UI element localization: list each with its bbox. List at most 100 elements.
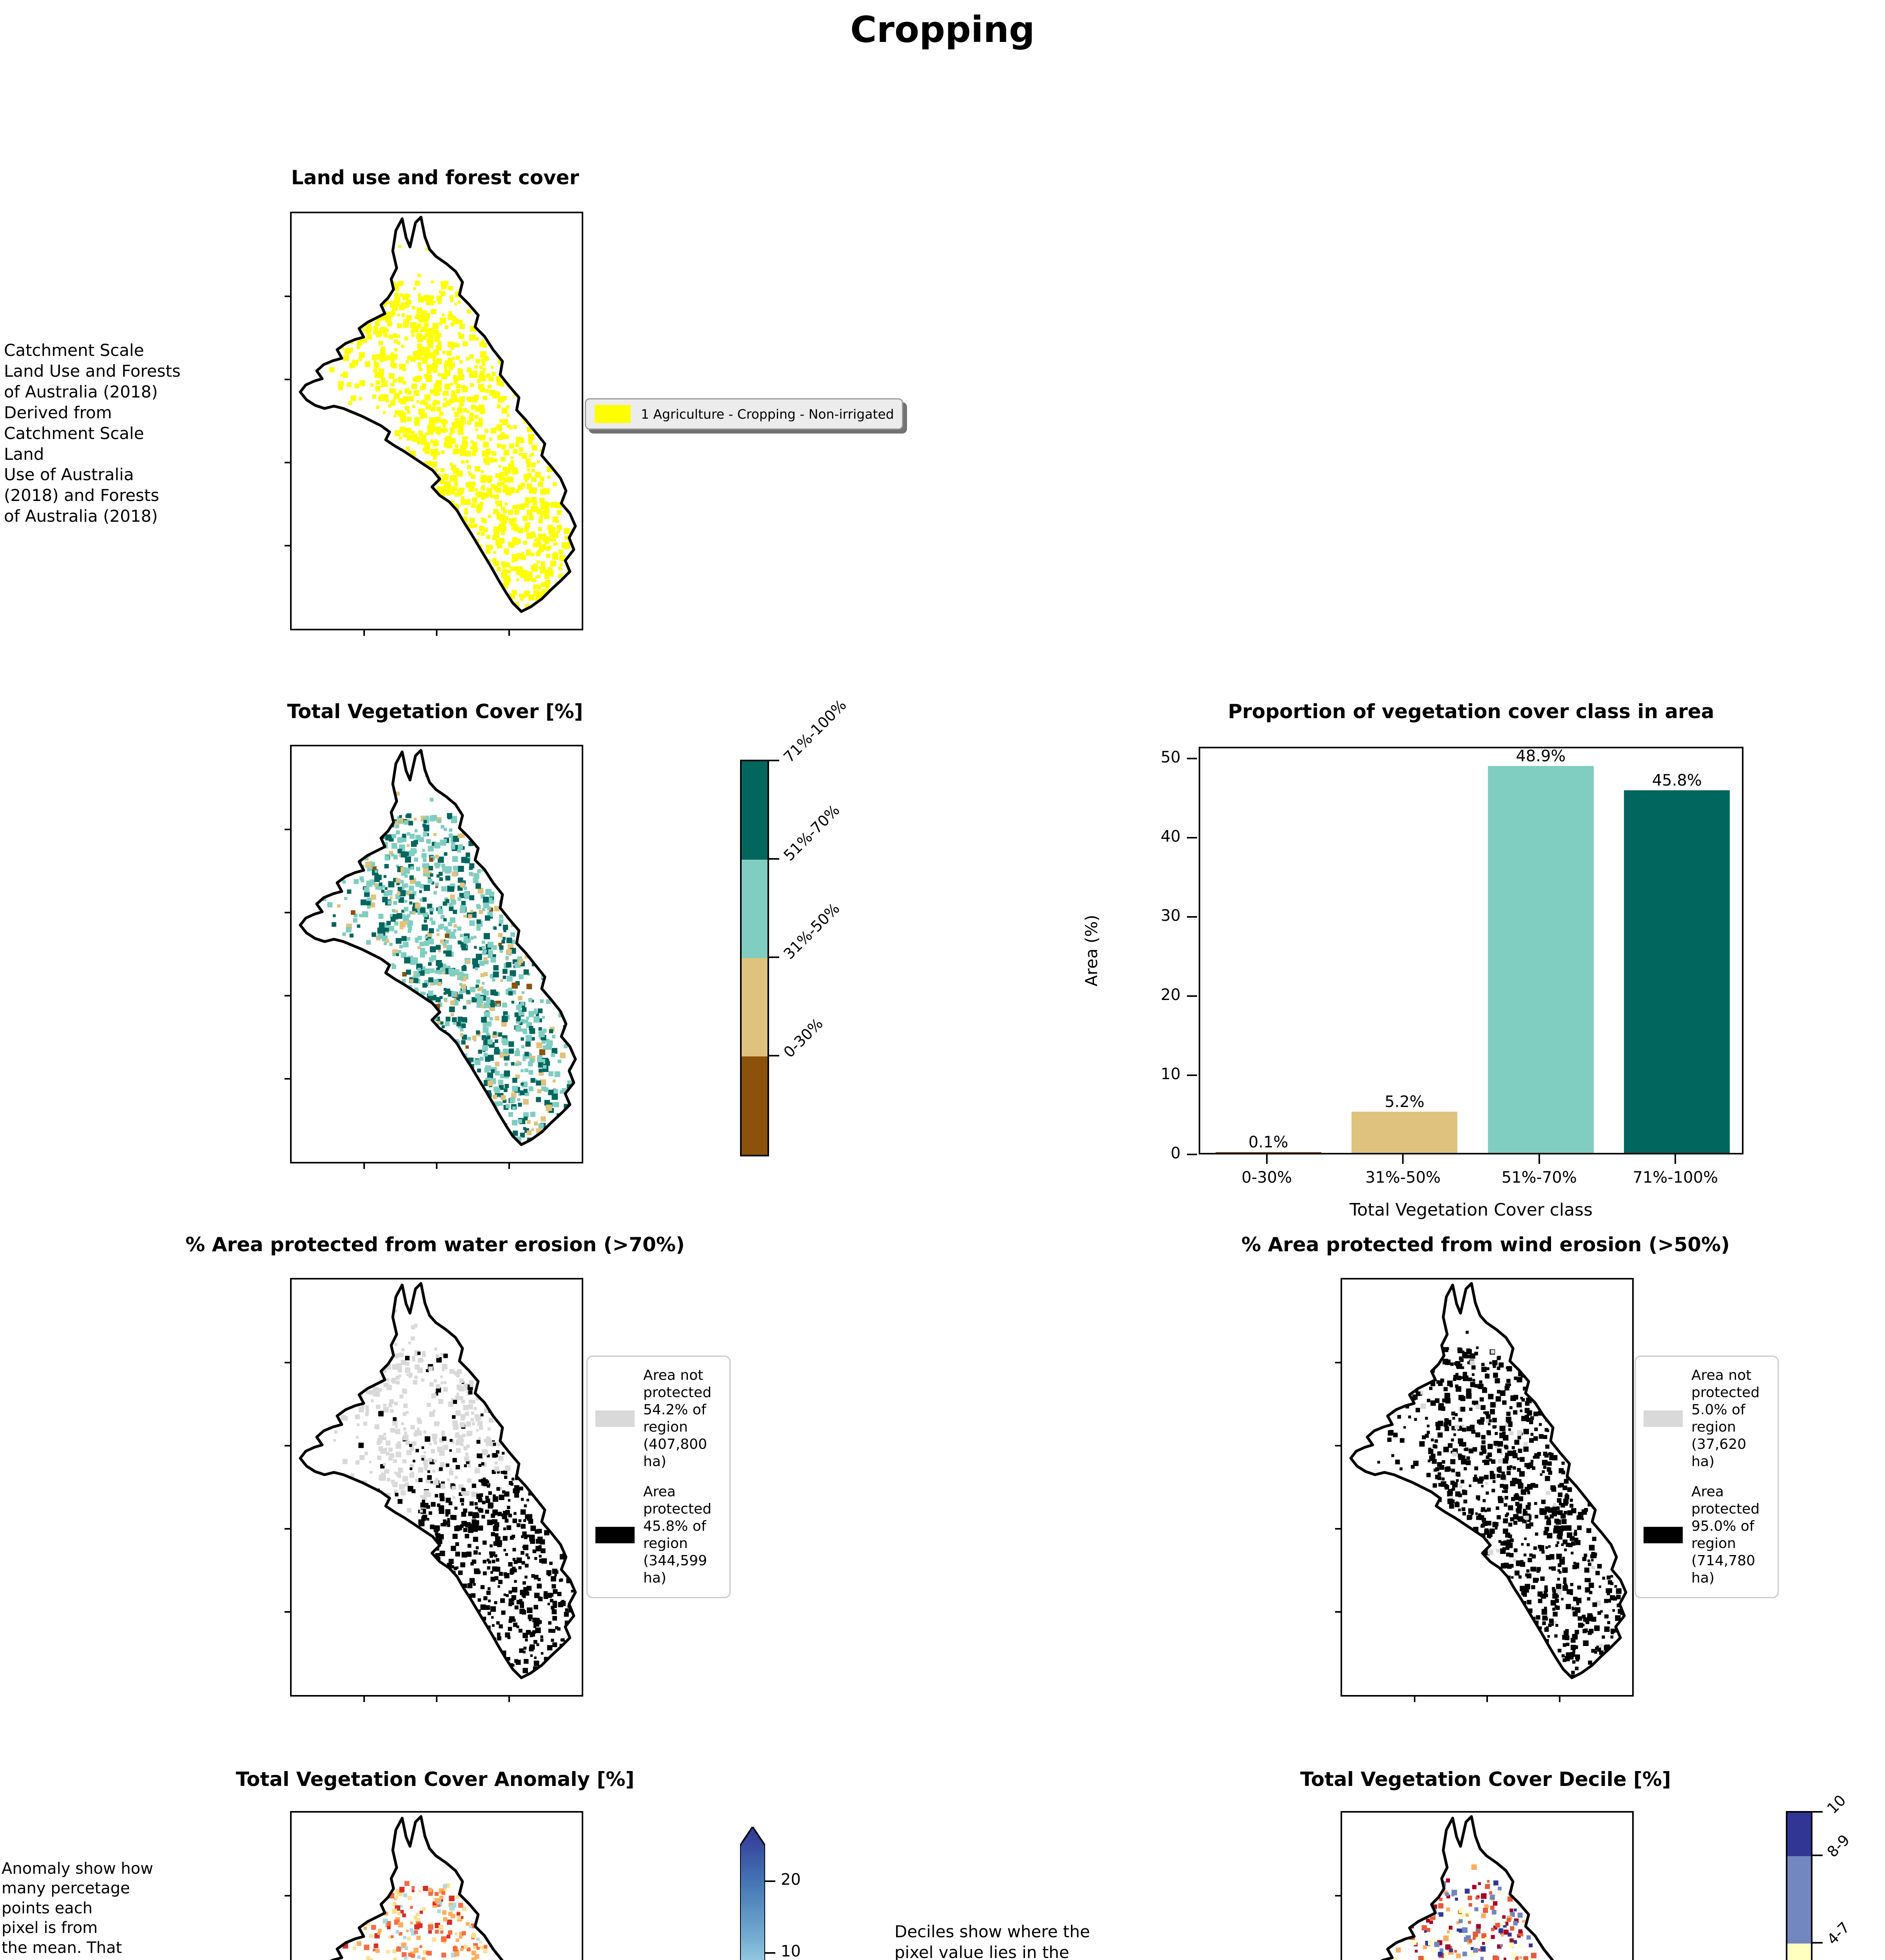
anomaly-note: Anomaly show how many percetage points e… [2, 1860, 153, 1960]
colorbar-tick-label: 31%-50% [780, 900, 843, 963]
legend-swatch [1644, 1527, 1683, 1544]
catchment-outline [300, 217, 575, 612]
colorbar-tick-label: 0-30% [780, 1014, 827, 1061]
y-tick [1187, 995, 1197, 997]
y-axis-label: Area (%) [1082, 915, 1101, 987]
colorbar-segment [742, 761, 767, 860]
legend-swatch [595, 1410, 635, 1427]
landuse-note: Catchment Scale Land Use and Forests of … [4, 341, 181, 526]
colorbar-tick [769, 858, 779, 860]
wind-erosion-map [1335, 1278, 1634, 1702]
bar-value-label: 0.1% [1248, 1133, 1288, 1151]
y-tick [1187, 758, 1197, 760]
y-tick [1187, 1074, 1197, 1076]
map-pixels [302, 1298, 575, 1678]
colorbar-tick-label: 71%-100% [780, 696, 850, 766]
x-tick [1402, 1154, 1404, 1164]
colorbar-segment [742, 1056, 767, 1155]
wind-erosion-legend: Area not protected 5.0% of region (37,62… [1635, 1356, 1779, 1598]
legend-label: Area protected 95.0% of region (714,780 … [1691, 1484, 1760, 1586]
vegcover-map [285, 745, 583, 1169]
legend-entry: Area protected 45.8% of region (344,599 … [595, 1483, 722, 1586]
x-tick-label: 31%-50% [1365, 1169, 1441, 1187]
colorbar-tick-label: 10 [781, 1942, 801, 1960]
anomaly-map [285, 1811, 583, 1960]
map-axis-ticks [285, 1895, 292, 1896]
colorbar-tick-label: 10 [1823, 1791, 1849, 1817]
colorbar-tick [765, 1880, 775, 1882]
legend-entry: Area not protected 54.2% of region (407,… [595, 1367, 722, 1470]
vegcover-map-canvas [285, 746, 582, 1169]
map-axis-ticks [1335, 1895, 1342, 1896]
colorbar [1786, 1811, 1812, 1960]
legend-entry: Area protected 95.0% of region (714,780 … [1644, 1483, 1770, 1586]
map-pixels [309, 759, 575, 1145]
page-title: Cropping [850, 9, 1035, 51]
y-tick [1187, 916, 1197, 918]
landuse-map [285, 212, 583, 636]
legend-swatch [1644, 1410, 1683, 1427]
colorbar-segment [742, 860, 767, 958]
colorbar-tick [1812, 1811, 1823, 1813]
colorbar-segment [1787, 1813, 1811, 1857]
decile-title: Total Vegetation Cover Decile [%] [1300, 1768, 1671, 1791]
decile-map [1335, 1811, 1634, 1960]
bar-value-label: 5.2% [1384, 1093, 1425, 1111]
decile-map-canvas [1335, 1813, 1632, 1960]
colorbar-tick [1812, 1855, 1823, 1857]
decile-note: Deciles show where the pixel value lies … [894, 1922, 1090, 1960]
colorbar-tick-label: 8-9 [1823, 1831, 1853, 1861]
y-tick [1187, 1154, 1197, 1155]
map-pixels [1351, 1284, 1626, 1678]
wind-erosion-title: % Area protected from wind erosion (>50%… [1241, 1233, 1730, 1256]
x-tick-label: 51%-70% [1501, 1169, 1577, 1187]
wind-erosion-map-canvas [1335, 1279, 1632, 1702]
x-tick [1266, 1154, 1268, 1164]
legend-label: Area not protected 5.0% of region (37,62… [1691, 1367, 1760, 1470]
vegcover-colorbar: 71%-100% 51%-70% 31%-50% 0-30% [740, 696, 873, 1156]
bar-value-label: 45.8% [1652, 771, 1702, 790]
y-tick [1187, 837, 1197, 839]
colorbar [740, 760, 769, 1156]
legend-label: Area not protected 54.2% of region (407,… [643, 1367, 712, 1470]
bar-0-30% [1215, 1152, 1321, 1153]
colorbar-tick-label: 51%-70% [780, 801, 843, 864]
legend-swatch [595, 1527, 635, 1544]
colorbar-tick [1812, 1942, 1823, 1944]
map-axis-ticks [285, 296, 510, 636]
water-erosion-title: % Area protected from water erosion (>70… [185, 1233, 685, 1256]
colorbar-tick [769, 760, 779, 761]
colorbar-tick [769, 956, 779, 958]
legend-label: 1 Agriculture - Cropping - Non-irrigated [641, 406, 894, 422]
legend-swatch [595, 405, 631, 423]
map-axis-ticks [1335, 1362, 1560, 1702]
anomaly-colorbar-gradient [740, 1827, 765, 1960]
y-tick-label: 20 [1161, 986, 1181, 1004]
colorbar-tick-label: 4-7 [1823, 1918, 1853, 1948]
legend-entry: Area not protected 5.0% of region (37,62… [1644, 1367, 1770, 1470]
x-tick-label: 71%-100% [1633, 1169, 1718, 1187]
water-erosion-map-canvas [285, 1279, 582, 1702]
bar-31%-50% [1352, 1112, 1458, 1153]
map-axis-ticks [285, 829, 510, 1169]
colorbar-segment [1787, 1856, 1811, 1944]
water-erosion-map [285, 1278, 583, 1702]
anomaly-title: Total Vegetation Cover Anomaly [%] [236, 1768, 635, 1791]
anomaly-map-canvas [285, 1813, 582, 1960]
colorbar-tick [769, 1055, 779, 1056]
proportion-chart: 0.1% 5.2% 48.9% 45.8% 0-30% 31%-50% 51%-70% 71%… [1082, 747, 1743, 1241]
landuse-map-canvas [285, 213, 582, 636]
y-tick-label: 10 [1161, 1065, 1181, 1083]
anomaly-colorbar: 20100−10−20 [740, 1827, 865, 1960]
vegcover-title: Total Vegetation Cover [%] [287, 700, 583, 723]
y-tick-label: 30 [1161, 907, 1181, 925]
y-tick-label: 40 [1161, 828, 1181, 846]
landuse-legend: 1 Agriculture - Cropping - Non-irrigated [585, 398, 903, 430]
legend-label: Area protected 45.8% of region (344,599 … [643, 1484, 712, 1586]
map-axis-ticks [285, 1362, 510, 1702]
colorbar-segment [1787, 1944, 1811, 1960]
chart-plot-area: 0.1% 5.2% 48.9% 45.8% [1199, 747, 1743, 1154]
landuse-title: Land use and forest cover [291, 166, 579, 189]
x-tick [1675, 1154, 1676, 1164]
